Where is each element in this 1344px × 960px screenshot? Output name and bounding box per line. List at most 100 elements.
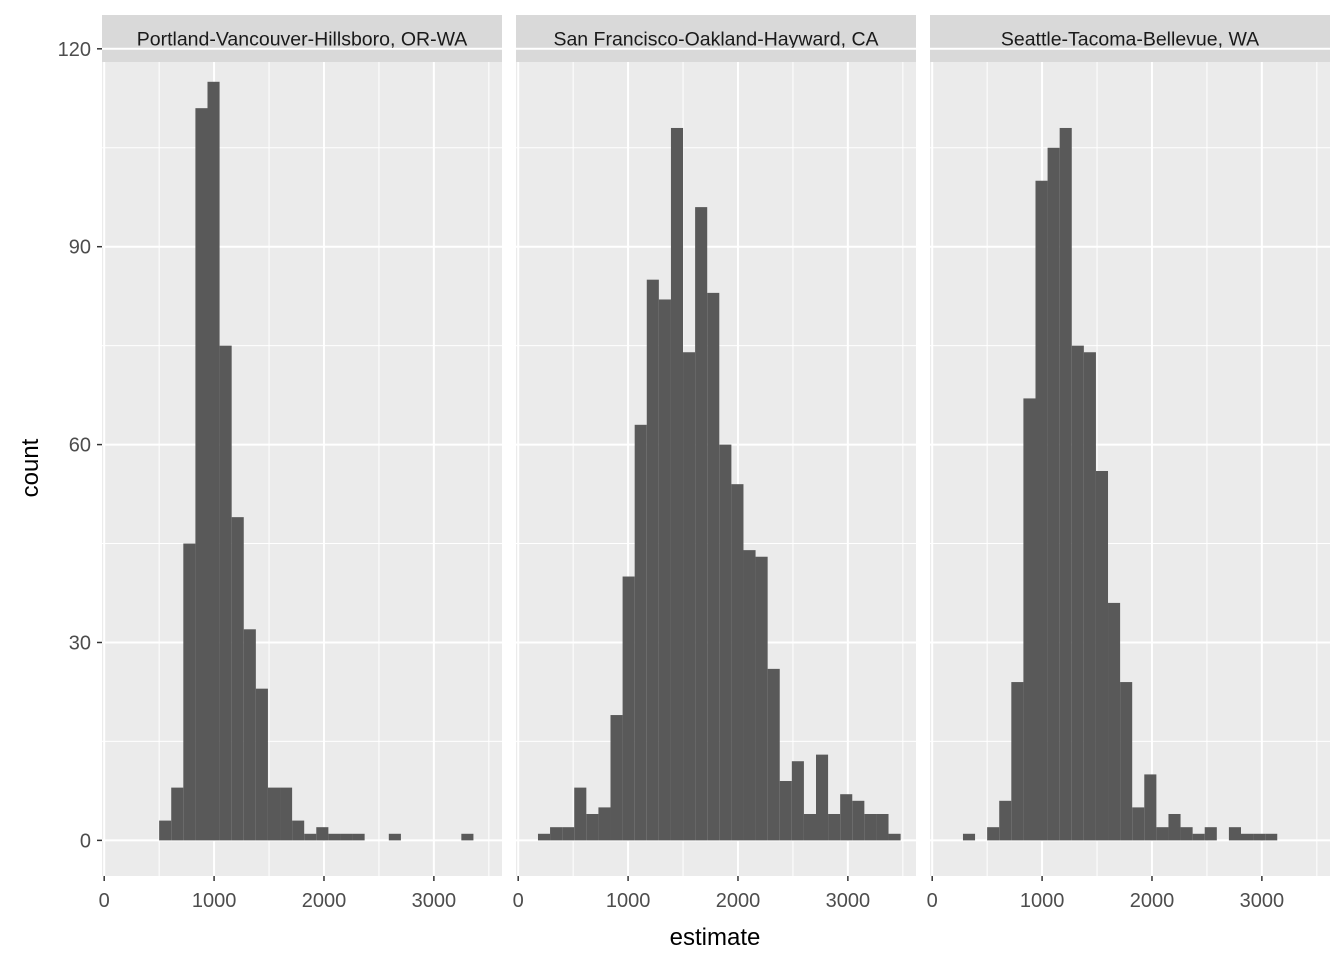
histogram-bar xyxy=(1035,180,1048,841)
histogram-bar xyxy=(816,754,829,841)
histogram-bar xyxy=(707,292,720,841)
histogram-bar xyxy=(461,833,474,841)
histogram-bar xyxy=(328,833,341,841)
histogram-bar xyxy=(1095,470,1109,841)
histogram-bar xyxy=(828,813,841,841)
histogram-bar xyxy=(1132,807,1145,841)
y-tick-label: 60 xyxy=(69,435,91,457)
facet-panel-2: San Francisco-Oakland-Hayward, CA 0 1000 20… xyxy=(513,15,916,912)
histogram-bar xyxy=(159,820,172,841)
facet-strip-label: San Francisco-Oakland-Hayward, CA xyxy=(553,29,878,51)
y-tick-label: 120 xyxy=(58,39,91,61)
histogram-bar xyxy=(207,81,220,841)
histogram-bar xyxy=(1144,774,1157,841)
x-tick-label: 0 xyxy=(99,890,110,912)
histogram-bar xyxy=(731,484,744,841)
histogram-bar xyxy=(537,833,551,841)
histogram-bar xyxy=(195,108,208,841)
histogram-bar xyxy=(586,813,599,841)
histogram-bar xyxy=(352,833,365,841)
histogram-bar xyxy=(171,787,184,841)
facet-strip xyxy=(516,15,916,62)
panel-background xyxy=(102,62,502,876)
x-tick-label: 0 xyxy=(927,890,938,912)
x-axis-title: estimate xyxy=(670,924,761,951)
histogram-bar xyxy=(1192,833,1205,841)
histogram-bar xyxy=(304,833,317,841)
histogram-bar xyxy=(852,800,865,841)
histogram-bar xyxy=(888,833,901,841)
histogram-bar xyxy=(1071,345,1084,841)
histogram-bar xyxy=(1011,682,1024,841)
x-tick-label: 2000 xyxy=(1130,890,1175,912)
histogram-bar xyxy=(340,833,353,841)
histogram-bar xyxy=(803,813,816,841)
facet-strip-label: Seattle-Tacoma-Bellevue, WA xyxy=(1001,29,1259,51)
facet-strip xyxy=(102,15,502,62)
histogram-bar xyxy=(1083,352,1096,841)
histogram-bar xyxy=(670,127,684,841)
facet-panels: Portland-Vancouver-Hillsboro, OR-WA 0 1000… xyxy=(99,15,1330,912)
histogram-bar xyxy=(562,827,575,841)
x-tick-label: 1000 xyxy=(606,890,651,912)
x-tick-label: 1000 xyxy=(1020,890,1065,912)
histogram-bar xyxy=(280,787,293,841)
x-tick-label: 1000 xyxy=(192,890,237,912)
histogram-bar xyxy=(683,352,696,841)
histogram-bar xyxy=(1180,827,1193,841)
histogram-bar xyxy=(1240,833,1254,841)
y-tick-label: 30 xyxy=(69,632,91,654)
histogram-bar xyxy=(1204,827,1217,841)
histogram-bar xyxy=(634,424,647,841)
y-axis: 0 30 60 90 120 xyxy=(58,39,102,852)
histogram-bar xyxy=(550,827,563,841)
histogram-bar xyxy=(987,827,1000,841)
x-tick-label: 0 xyxy=(513,890,524,912)
histogram-bar xyxy=(719,444,732,841)
facet-strip xyxy=(930,15,1330,62)
histogram-bar xyxy=(292,820,305,841)
histogram-bar xyxy=(743,550,756,841)
histogram-bar xyxy=(1120,682,1133,841)
histogram-bar xyxy=(1265,833,1278,841)
x-tick-label: 3000 xyxy=(826,890,871,912)
x-tick-label: 3000 xyxy=(412,890,457,912)
histogram-bar xyxy=(1253,833,1266,841)
histogram-bar xyxy=(610,715,623,841)
histogram-bar xyxy=(658,299,671,841)
histogram-bar xyxy=(598,807,611,841)
x-tick-label: 2000 xyxy=(716,890,761,912)
y-tick-label: 90 xyxy=(69,237,91,259)
x-tick-label: 2000 xyxy=(302,890,347,912)
histogram-bar xyxy=(1108,602,1121,841)
histogram-bar xyxy=(767,668,780,841)
histogram-bar xyxy=(388,833,401,841)
histogram-bar xyxy=(1228,827,1241,841)
x-tick-label: 3000 xyxy=(1240,890,1285,912)
histogram-bar xyxy=(243,629,256,841)
histogram-bar xyxy=(779,781,792,841)
histogram-bar xyxy=(1047,147,1060,841)
histogram-bar xyxy=(316,827,329,841)
histogram-bar xyxy=(183,543,196,841)
histogram-bar xyxy=(622,576,635,841)
histogram-bar xyxy=(962,833,976,841)
y-tick-label: 0 xyxy=(80,830,91,852)
histogram-bar xyxy=(255,688,268,841)
histogram-bar xyxy=(695,207,708,841)
histogram-bar xyxy=(864,813,877,841)
facet-strip-label: Portland-Vancouver-Hillsboro, OR-WA xyxy=(137,29,468,51)
histogram-bar xyxy=(219,345,232,841)
y-axis-title: count xyxy=(17,438,44,497)
histogram-bar xyxy=(231,517,244,841)
histogram-bar xyxy=(876,813,889,841)
histogram-bar xyxy=(999,800,1012,841)
histogram-bar xyxy=(840,794,853,841)
facet-panel-3: Seattle-Tacoma-Bellevue, WA 0 1000 2000 3000 xyxy=(927,15,1330,912)
histogram-bar xyxy=(646,279,659,841)
histogram-bar xyxy=(267,787,281,841)
histogram-bar xyxy=(1168,813,1181,841)
histogram-bar xyxy=(1059,127,1072,841)
histogram-bar xyxy=(755,556,768,841)
